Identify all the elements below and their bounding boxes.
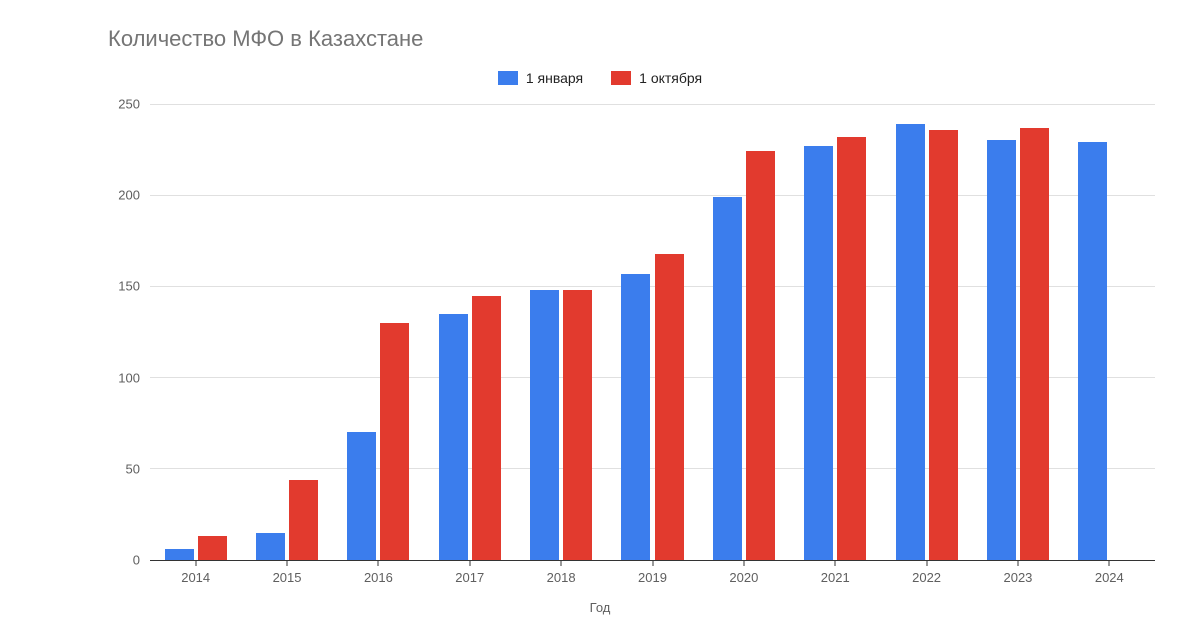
x-tick-mark: [287, 560, 288, 566]
bar: [1020, 128, 1049, 560]
x-tick-mark: [378, 560, 379, 566]
x-tick-label: 2024: [1095, 570, 1124, 585]
chart-title: Количество МФО в Казахстане: [108, 26, 423, 52]
bar: [530, 290, 559, 560]
x-tick-mark: [195, 560, 196, 566]
x-tick-label: 2022: [912, 570, 941, 585]
bar: [347, 432, 376, 560]
x-tick-label: 2015: [273, 570, 302, 585]
y-tick-label: 50: [100, 461, 140, 476]
x-tick-label: 2020: [729, 570, 758, 585]
x-tick-label: 2019: [638, 570, 667, 585]
gridline: [150, 104, 1155, 105]
chart-root: Количество МФО в Казахстане 1 января 1 ок…: [0, 0, 1200, 628]
bar: [929, 130, 958, 560]
bar: [837, 137, 866, 560]
bar: [256, 533, 285, 560]
x-tick-mark: [926, 560, 927, 566]
x-tick-label: 2016: [364, 570, 393, 585]
x-tick-label: 2018: [547, 570, 576, 585]
x-tick-label: 2017: [455, 570, 484, 585]
bar: [439, 314, 468, 560]
bar: [198, 536, 227, 560]
y-tick-label: 150: [100, 279, 140, 294]
bar: [472, 296, 501, 560]
x-axis-label: Год: [590, 600, 611, 615]
bar: [1078, 142, 1107, 560]
legend-label: 1 января: [526, 70, 583, 86]
x-tick-mark: [743, 560, 744, 566]
legend-label: 1 октября: [639, 70, 702, 86]
x-tick-mark: [469, 560, 470, 566]
plot-area: 0501001502002502014201520162017201820192…: [150, 104, 1155, 560]
bar: [289, 480, 318, 560]
bar: [896, 124, 925, 560]
legend-swatch: [611, 71, 631, 85]
x-tick-mark: [652, 560, 653, 566]
bar: [804, 146, 833, 560]
x-tick-mark: [561, 560, 562, 566]
bar: [380, 323, 409, 560]
bar: [746, 151, 775, 560]
bar: [563, 290, 592, 560]
legend: 1 января 1 октября: [0, 70, 1200, 86]
x-tick-mark: [1017, 560, 1018, 566]
y-tick-label: 200: [100, 188, 140, 203]
bar: [621, 274, 650, 560]
x-tick-mark: [835, 560, 836, 566]
legend-item: 1 января: [498, 70, 583, 86]
x-tick-label: 2023: [1003, 570, 1032, 585]
legend-item: 1 октября: [611, 70, 702, 86]
y-tick-label: 100: [100, 370, 140, 385]
x-tick-label: 2021: [821, 570, 850, 585]
bar: [655, 254, 684, 560]
bar: [165, 549, 194, 560]
y-tick-label: 250: [100, 97, 140, 112]
x-tick-label: 2014: [181, 570, 210, 585]
y-tick-label: 0: [100, 553, 140, 568]
bar: [713, 197, 742, 560]
legend-swatch: [498, 71, 518, 85]
bar: [987, 140, 1016, 560]
x-tick-mark: [1109, 560, 1110, 566]
